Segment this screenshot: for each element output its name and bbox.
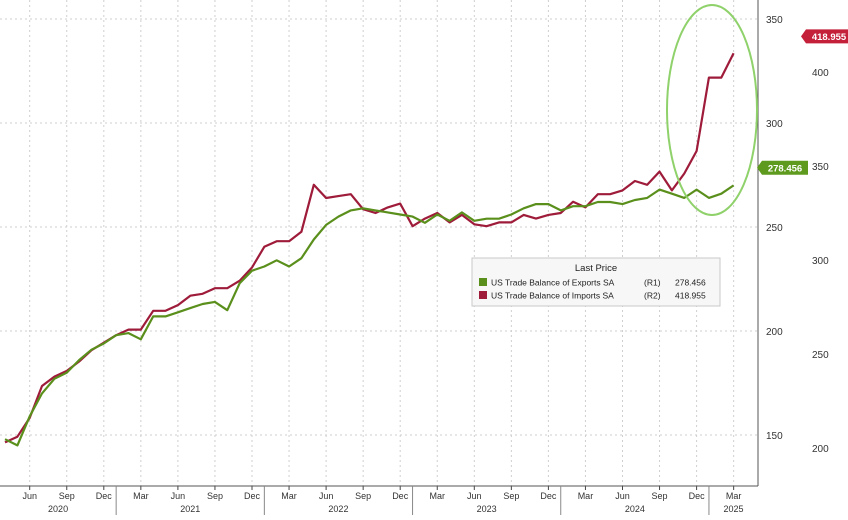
y-tick-label-r2: 250 [812,350,829,361]
x-tick-label: Sep [503,491,519,501]
last-price-tag-imports-text: 418.955 [812,32,847,43]
y-tick-label-r1: 200 [766,327,783,338]
x-tick-label: Jun [22,491,37,501]
x-year-label: 2024 [625,504,645,514]
y-tick-label-r2: 350 [812,162,829,173]
axes: 150 200 250 300 350 200 250 300 350 400 Jun Sep Dec M… [0,0,829,515]
x-tick-label: Mar [726,491,742,501]
y-tick-label-r2: 300 [812,256,829,267]
x-tick-label: Jun [615,491,630,501]
legend-title: Last Price [575,263,617,274]
grid [0,0,758,486]
y-tick-label-r1: 150 [766,431,783,442]
legend-box [471,257,721,307]
x-year-label: 2023 [477,504,497,514]
x-tick-label: Dec [689,491,706,501]
x-tick-label: Jun [171,491,186,501]
legend-label-imports: US Trade Balance of Imports SA [491,291,614,301]
x-tick-label: Sep [59,491,75,501]
legend-swatch-imports [479,291,487,299]
legend: Last Price US Trade Balance of Exports S… [471,257,721,307]
series-line-imports [4,52,735,444]
x-tick-label: Dec [392,491,409,501]
x-tick-label: Mar [578,491,594,501]
x-tick-label: Mar [281,491,297,501]
legend-axis-exports: (R1) [644,278,661,288]
x-year-label: 2025 [723,504,743,514]
legend-label-exports: US Trade Balance of Exports SA [491,278,615,288]
x-tick-label: Sep [652,491,668,501]
legend-value-imports: 418.955 [675,291,706,301]
x-tick-label: Sep [355,491,371,501]
y-tick-label-r2: 200 [812,444,829,455]
last-price-tag-imports-bg [801,29,848,44]
last-price-tag-exports-text: 278.456 [768,163,802,174]
series-lines [4,52,735,447]
x-tick-label: Jun [467,491,482,501]
x-tick-label: Mar [430,491,446,501]
x-year-label: 2021 [180,504,200,514]
x-tick-label: Jun [319,491,334,501]
series-line-exports [4,184,735,447]
legend-value-exports: 278.456 [675,278,706,288]
x-year-label: 2022 [328,504,348,514]
last-price-tag-exports-bg [757,160,808,175]
y-tick-label-r1: 250 [766,223,783,234]
highlight-ellipse [666,4,758,216]
y-tick-label-r2: 400 [812,68,829,79]
x-year-label: 2020 [48,504,68,514]
x-tick-label: Dec [244,491,261,501]
x-tick-label: Dec [540,491,557,501]
y-tick-label-r1: 350 [766,15,783,26]
y-tick-label-r1: 300 [766,119,783,130]
legend-axis-imports: (R2) [644,291,661,301]
x-tick-label: Dec [96,491,113,501]
legend-swatch-exports [479,278,487,286]
last-price-tags: 418.955 278.456 [757,29,848,175]
x-tick-label: Mar [133,491,149,501]
x-tick-label: Sep [207,491,223,501]
